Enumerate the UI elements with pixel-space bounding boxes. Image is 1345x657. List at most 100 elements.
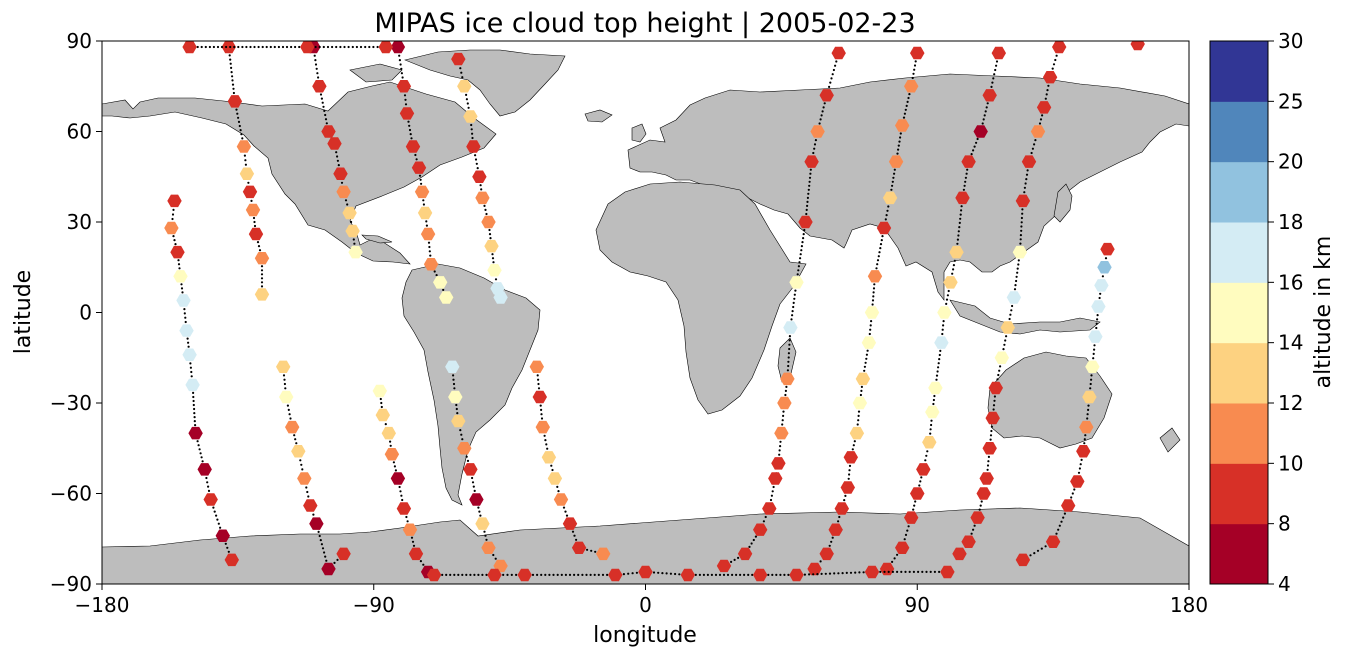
- cloud-marker: [188, 426, 203, 440]
- track-dot: [537, 382, 540, 386]
- track-12: [879, 46, 1006, 576]
- cloud-marker: [861, 336, 877, 349]
- track-dot: [779, 445, 782, 448]
- track-dot: [467, 106, 470, 109]
- track-dot: [914, 500, 917, 503]
- cloud-marker: [952, 547, 967, 561]
- track-dot: [545, 443, 548, 446]
- track-dot: [879, 243, 883, 246]
- track-dot: [277, 45, 280, 49]
- track-dot: [1021, 208, 1024, 211]
- track-dot: [471, 136, 474, 140]
- cloud-marker: [831, 46, 846, 60]
- track-dot: [973, 145, 976, 148]
- cloud-marker: [916, 463, 931, 476]
- track-dot: [938, 570, 941, 574]
- track-dot: [661, 572, 664, 575]
- track-dot: [543, 434, 546, 437]
- land-africa: [595, 181, 807, 415]
- cloud-marker: [321, 562, 336, 576]
- cloud-marker: [895, 119, 910, 132]
- track-dot: [295, 442, 298, 445]
- track-dot: [465, 455, 468, 458]
- track-dot: [918, 484, 921, 487]
- track-dot: [822, 106, 825, 109]
- track-dot: [394, 469, 397, 472]
- track-dot: [805, 212, 808, 216]
- track-dot: [186, 337, 189, 340]
- track-dot: [285, 45, 289, 49]
- track-dot: [903, 538, 906, 541]
- track-dot: [932, 398, 936, 402]
- track-dot: [601, 573, 605, 577]
- track-dot: [461, 573, 464, 577]
- track-dot: [193, 412, 196, 415]
- track-dot: [403, 94, 407, 97]
- cloud-marker: [973, 125, 988, 138]
- track-dot: [857, 414, 860, 417]
- track-dot: [479, 184, 482, 187]
- cloud-marker: [922, 436, 937, 449]
- track-dot: [820, 572, 823, 576]
- track-dot: [982, 118, 985, 121]
- track-dot: [319, 539, 322, 542]
- track-dot: [872, 287, 876, 290]
- track-dot: [410, 536, 414, 539]
- map-area: [102, 41, 1189, 584]
- track-dot: [1023, 191, 1026, 194]
- cloud-marker: [1006, 291, 1022, 304]
- track-dot: [972, 149, 975, 152]
- track-dot: [912, 72, 915, 75]
- track-dot: [1013, 288, 1017, 291]
- track-dot: [1025, 173, 1029, 176]
- track-dot: [177, 259, 180, 262]
- track-dot: [903, 112, 907, 115]
- track-dot: [1023, 186, 1026, 189]
- track-dot: [802, 233, 805, 236]
- track-dot: [452, 382, 456, 386]
- track-dot: [935, 374, 939, 377]
- track-dot: [958, 221, 961, 224]
- track-dot: [897, 148, 900, 151]
- track-dot: [929, 432, 932, 435]
- track-dot: [979, 504, 982, 507]
- track-dot: [876, 263, 879, 266]
- track-dot: [187, 341, 190, 344]
- land-arctic-islands: [349, 63, 403, 83]
- track-dot: [249, 45, 252, 49]
- colorbar-frame: [1209, 40, 1269, 585]
- track-dot: [831, 536, 834, 539]
- cloud-marker: [762, 502, 777, 515]
- cloud-marker: [463, 463, 478, 476]
- track-dot: [172, 208, 175, 211]
- cloud-marker: [985, 411, 1000, 425]
- track-dot: [947, 289, 950, 293]
- track-dot: [321, 547, 325, 550]
- track-dot: [184, 320, 187, 324]
- cloud-marker: [789, 568, 804, 582]
- track-dot: [428, 245, 431, 249]
- cloud-marker: [553, 493, 569, 506]
- track-dot: [453, 387, 456, 390]
- track-dot: [245, 45, 248, 49]
- track-dot: [322, 105, 325, 108]
- track-dot: [404, 103, 408, 106]
- track-dot: [200, 456, 203, 459]
- cloud-marker: [961, 155, 976, 168]
- track-dot: [885, 214, 888, 217]
- track-dot: [282, 374, 286, 377]
- cloud-marker: [342, 206, 357, 220]
- colorbar-tick-label: 16: [1278, 270, 1303, 294]
- cloud-marker: [737, 547, 753, 561]
- track-dot: [597, 573, 600, 577]
- track-dot: [891, 560, 894, 564]
- cloud-marker: [807, 562, 822, 576]
- track-dot: [1024, 182, 1027, 185]
- track-dot: [770, 494, 774, 497]
- track-dot: [1036, 549, 1040, 552]
- track-dot: [228, 54, 231, 57]
- track-dot: [828, 544, 831, 547]
- track-dot: [471, 132, 474, 135]
- track-dot: [470, 128, 473, 131]
- cloud-marker: [481, 541, 496, 554]
